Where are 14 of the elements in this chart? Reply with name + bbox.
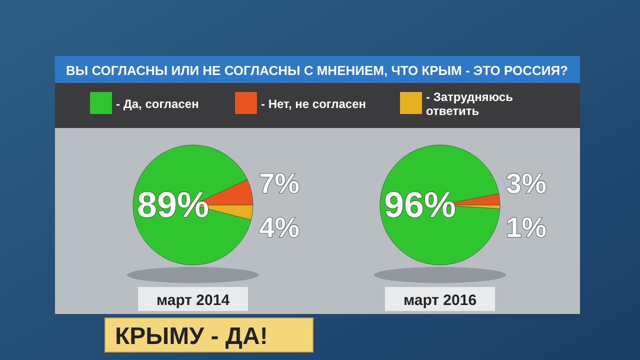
- text: март 2014: [156, 292, 230, 309]
- chart-title: ВЫ СОГЛАСНЫ ИЛИ НЕ СОГЛАСНЫ С МНЕНИЕМ, ЧТО КРЫМ - ЭТО РОССИЯ?: [66, 63, 568, 78]
- data-label: 7%: [259, 168, 300, 199]
- legend-label: - Да, согласен: [116, 97, 199, 111]
- data-label: 3%: [506, 168, 547, 199]
- data-label: 1%: [506, 212, 547, 243]
- legend-label: - Затрудняюсь ответить: [426, 90, 513, 118]
- pie-slice: [380, 144, 500, 266]
- text: март 2016: [403, 292, 477, 309]
- data-label: 4%: [259, 212, 300, 243]
- legend-label: - Нет, не согласен: [261, 97, 366, 111]
- text: КРЫМУ - ДА!: [115, 323, 268, 350]
- data-label: 89%: [136, 184, 210, 225]
- data-label: 96%: [384, 184, 456, 225]
